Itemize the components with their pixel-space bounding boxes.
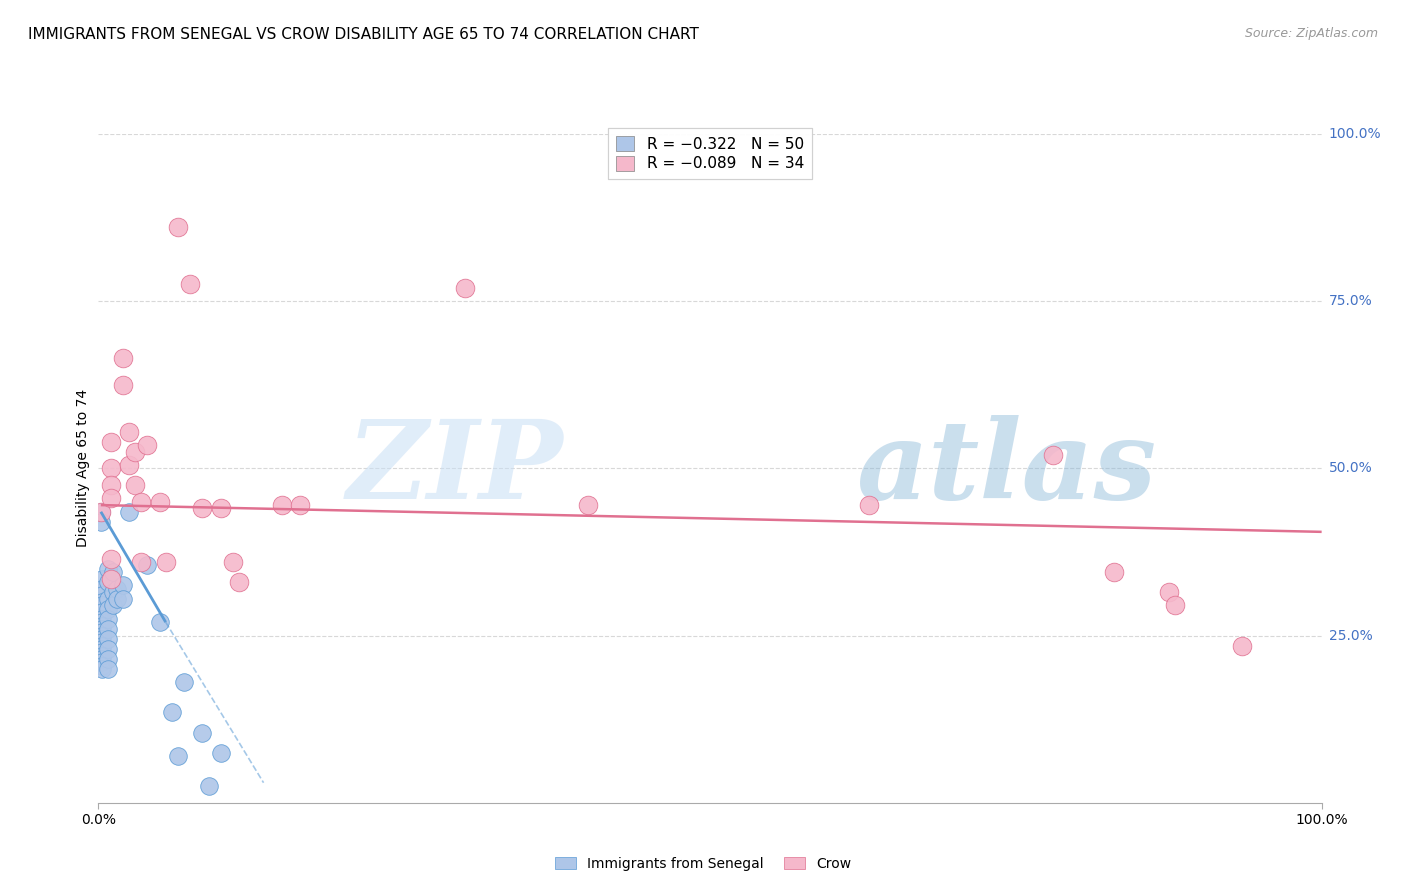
- Point: [100, 478, 122, 492]
- Point: [101, 599, 124, 613]
- Point: [91, 599, 114, 613]
- Point: [91, 595, 114, 609]
- Point: [91, 615, 114, 630]
- Point: [97, 575, 120, 590]
- Text: 75.0%: 75.0%: [1329, 294, 1372, 308]
- Y-axis label: Disability Age 65 to 74: Disability Age 65 to 74: [76, 389, 90, 548]
- Point: [97, 622, 120, 636]
- Point: [124, 478, 146, 492]
- Point: [858, 498, 880, 512]
- Text: ZIP: ZIP: [347, 415, 564, 522]
- Point: [91, 645, 114, 659]
- Text: 100.0%: 100.0%: [1329, 127, 1381, 141]
- Point: [111, 377, 134, 392]
- Point: [111, 591, 134, 606]
- Point: [100, 551, 122, 566]
- Point: [100, 434, 122, 449]
- Point: [91, 589, 114, 603]
- Point: [91, 625, 114, 640]
- Point: [91, 639, 114, 653]
- Point: [97, 562, 120, 576]
- Text: 25.0%: 25.0%: [1329, 629, 1372, 642]
- Point: [91, 648, 114, 663]
- Point: [91, 612, 114, 626]
- Point: [155, 555, 177, 569]
- Point: [167, 749, 190, 764]
- Point: [136, 438, 159, 452]
- Point: [136, 558, 159, 573]
- Point: [191, 725, 214, 739]
- Point: [1164, 599, 1187, 613]
- Point: [97, 662, 120, 676]
- Point: [91, 662, 114, 676]
- Point: [1157, 585, 1180, 599]
- Point: [197, 779, 219, 793]
- Point: [209, 501, 232, 516]
- Text: Source: ZipAtlas.com: Source: ZipAtlas.com: [1244, 27, 1378, 40]
- Point: [228, 575, 250, 590]
- Point: [179, 277, 201, 292]
- Point: [91, 635, 114, 649]
- Point: [100, 572, 122, 586]
- Point: [97, 591, 120, 606]
- Text: 50.0%: 50.0%: [1329, 461, 1372, 475]
- Point: [149, 494, 172, 508]
- Point: [97, 642, 120, 657]
- Point: [101, 565, 124, 579]
- Point: [270, 498, 294, 512]
- Point: [97, 602, 120, 616]
- Point: [1102, 565, 1125, 579]
- Point: [129, 494, 152, 508]
- Point: [209, 746, 232, 760]
- Point: [91, 632, 114, 646]
- Point: [222, 555, 245, 569]
- Point: [91, 582, 114, 596]
- Point: [91, 652, 114, 666]
- Point: [111, 578, 134, 592]
- Point: [97, 632, 120, 646]
- Point: [97, 612, 120, 626]
- Text: atlas: atlas: [856, 415, 1157, 522]
- Point: [191, 501, 214, 516]
- Point: [1042, 448, 1064, 462]
- Text: IMMIGRANTS FROM SENEGAL VS CROW DISABILITY AGE 65 TO 74 CORRELATION CHART: IMMIGRANTS FROM SENEGAL VS CROW DISABILI…: [28, 27, 699, 42]
- Point: [454, 281, 477, 295]
- Point: [90, 515, 112, 529]
- Point: [91, 622, 114, 636]
- Point: [91, 628, 114, 642]
- Point: [160, 706, 183, 720]
- Point: [90, 505, 112, 519]
- Point: [111, 351, 134, 365]
- Point: [167, 220, 190, 235]
- Point: [91, 572, 114, 586]
- Point: [91, 655, 114, 669]
- Point: [105, 582, 128, 596]
- Point: [118, 458, 141, 472]
- Point: [100, 491, 122, 506]
- Point: [91, 618, 114, 632]
- Point: [149, 615, 172, 630]
- Point: [173, 675, 195, 690]
- Point: [91, 605, 114, 619]
- Point: [91, 642, 114, 657]
- Point: [90, 505, 112, 519]
- Point: [1230, 639, 1253, 653]
- Point: [129, 555, 152, 569]
- Point: [118, 505, 141, 519]
- Point: [97, 652, 120, 666]
- Point: [118, 425, 141, 439]
- Point: [101, 585, 124, 599]
- Point: [100, 461, 122, 475]
- Point: [290, 498, 312, 512]
- Point: [576, 498, 599, 512]
- Point: [105, 591, 128, 606]
- Point: [91, 658, 114, 673]
- Legend: R = −0.322   N = 50, R = −0.089   N = 34: R = −0.322 N = 50, R = −0.089 N = 34: [609, 128, 811, 179]
- Point: [124, 444, 146, 458]
- Legend: Immigrants from Senegal, Crow: Immigrants from Senegal, Crow: [550, 851, 856, 876]
